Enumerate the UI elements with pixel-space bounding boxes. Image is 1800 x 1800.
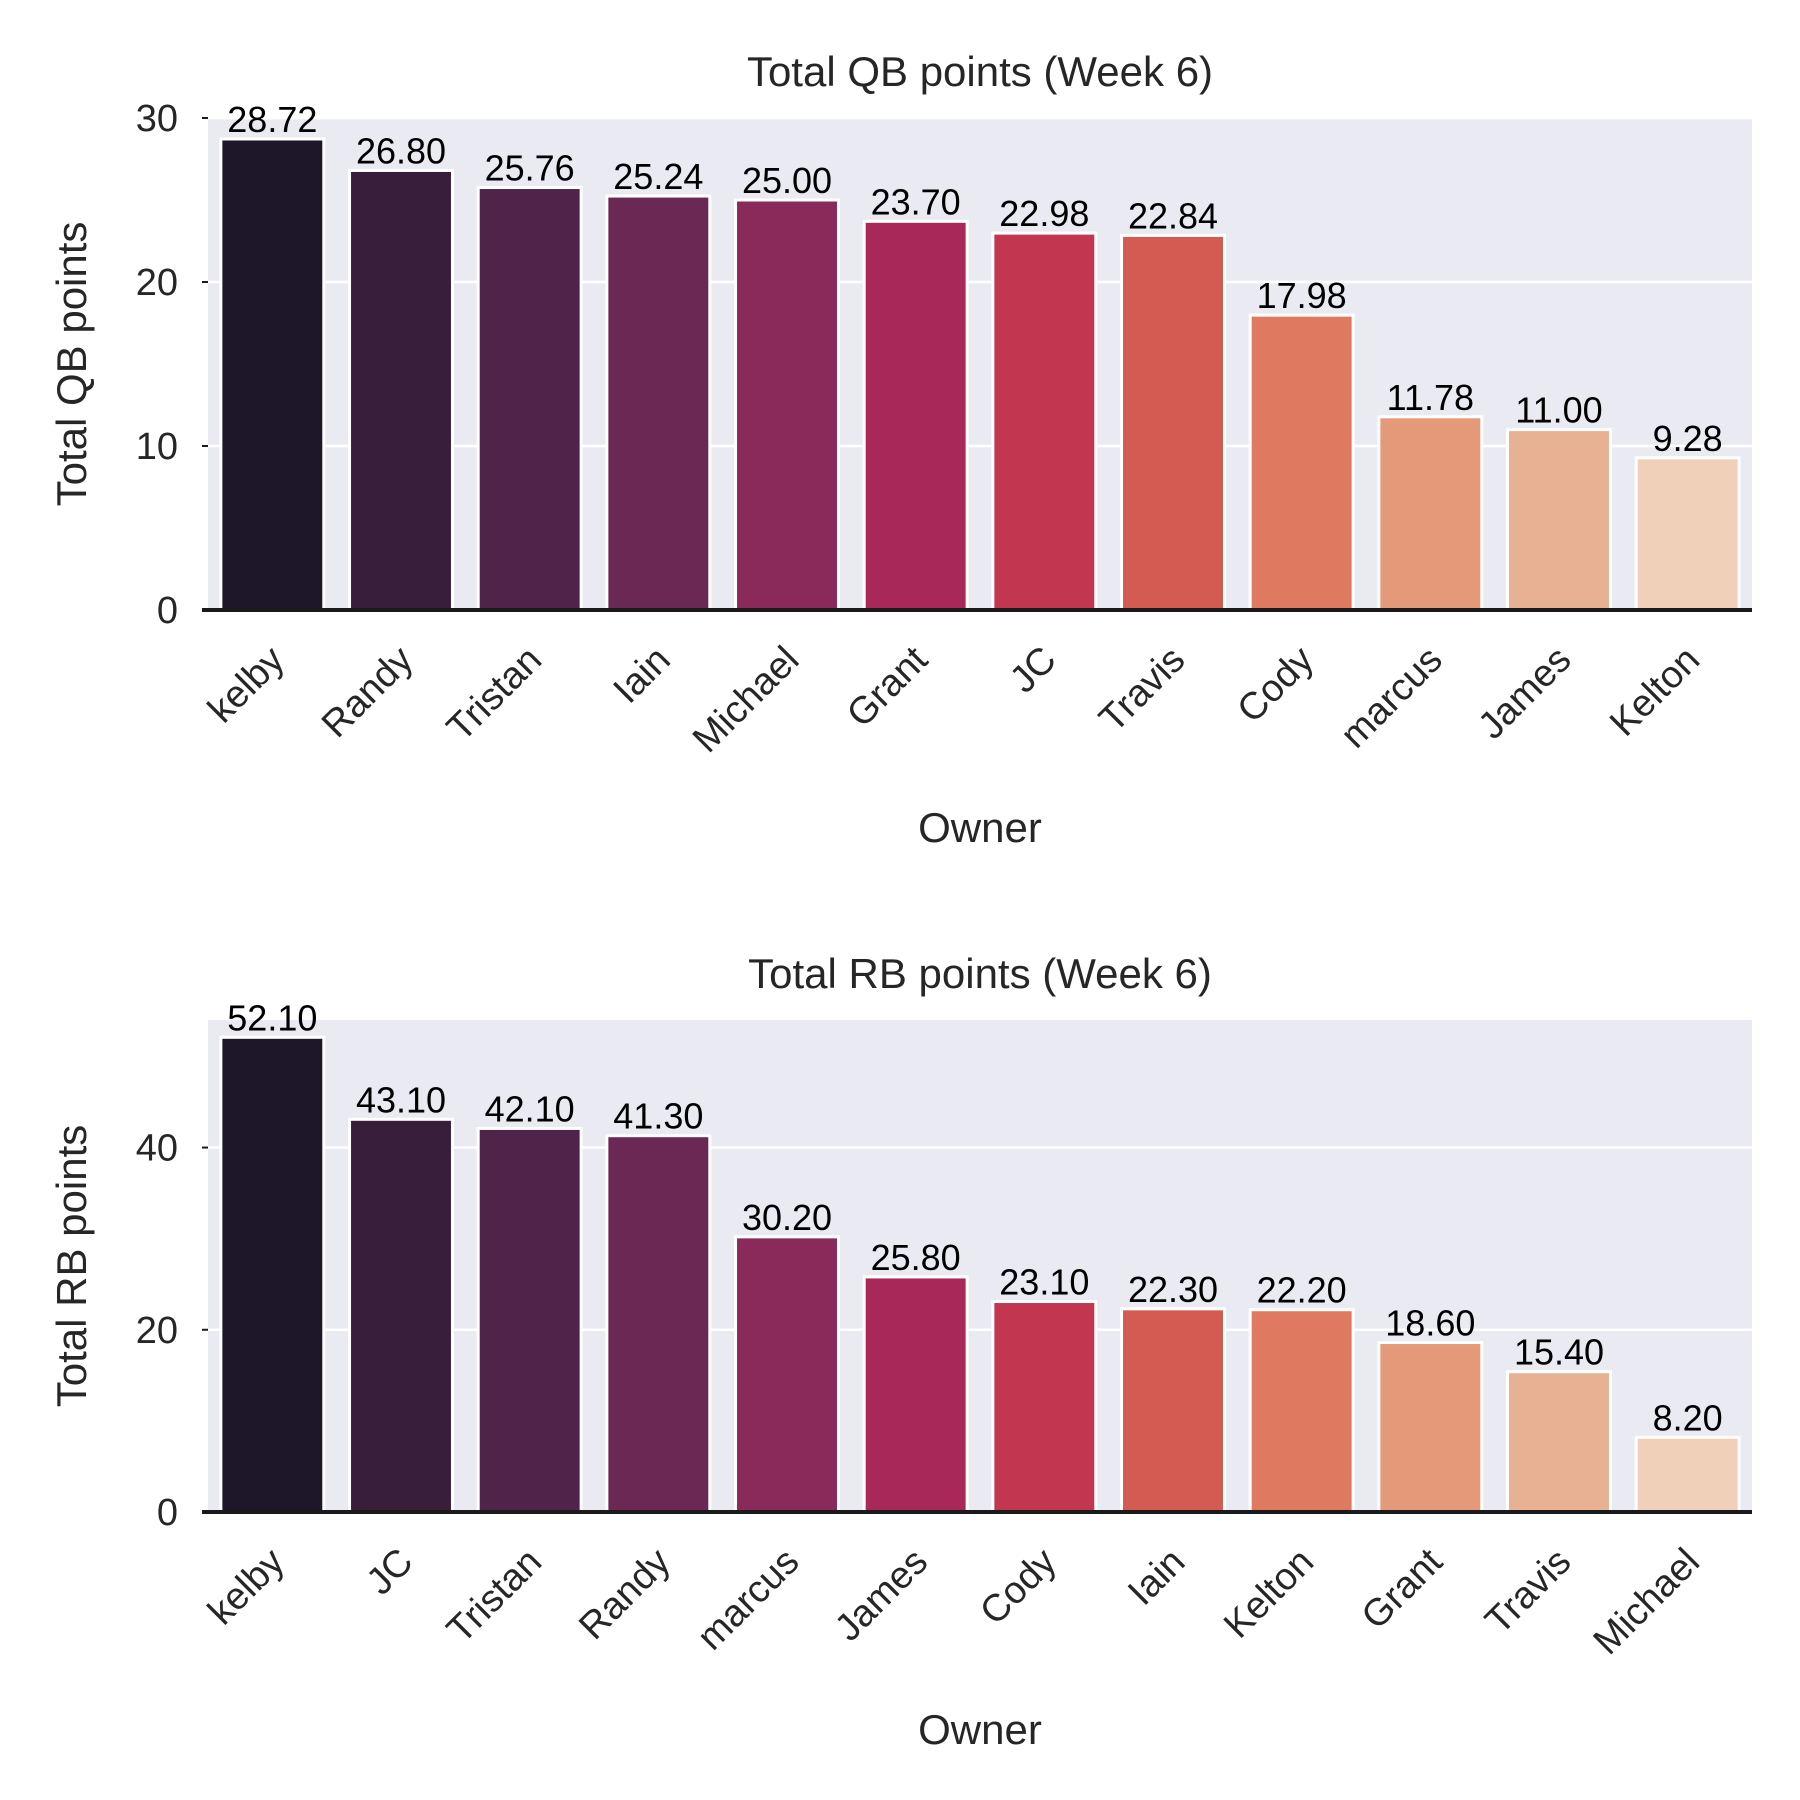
x-tick-label: Travis [1092,639,1194,741]
bar-kelton [1248,1308,1355,1514]
x-tick-label: kelby [200,1541,292,1633]
x-tick-label: James [827,1541,936,1650]
y-axis-label: Total RB points [48,1125,95,1407]
bar-value-label: 26.80 [356,130,446,171]
bar-michael [1634,1435,1741,1514]
bar-randy [348,168,454,612]
x-tick-label: Cody [972,1541,1064,1633]
bar-value-label: 9.28 [1653,418,1723,459]
bar-kelby [219,137,326,612]
x-tick-label: Travis [1478,1541,1580,1643]
y-tick-label: 10 [136,426,178,468]
x-tick-label: marcus [1333,639,1451,757]
bar-value-label: 30.20 [742,1197,832,1238]
x-tick-label: Iain [1120,1541,1193,1614]
bar-marcus [1377,415,1484,612]
bar-value-label: 28.72 [227,99,317,140]
x-tick-label: JC [359,1541,422,1604]
bar-randy [605,1134,712,1514]
x-axis-label: Owner [918,1706,1042,1753]
y-tick-label: 0 [157,590,178,632]
bar-value-label: 25.24 [613,156,703,197]
chart-title: Total RB points (Week 6) [748,950,1212,997]
bar-cody [1248,313,1355,612]
bar-value-label: 22.84 [1128,195,1218,236]
bar-value-label: 25.00 [742,160,832,201]
y-axis-label: Total QB points [48,222,95,507]
chart-title: Total QB points (Week 6) [747,48,1213,95]
bar-iain [605,194,712,612]
x-tick-label: Tristan [439,639,550,750]
x-tick-label: Kelton [1216,1541,1322,1647]
y-tick-label: 20 [136,262,178,304]
x-tick-label: Kelton [1602,639,1708,745]
y-tick-label: 0 [157,1492,178,1534]
bar-michael [734,198,840,612]
bar-value-label: 15.40 [1514,1332,1604,1373]
bar-value-label: 22.98 [999,193,1089,234]
bar-james [862,1275,969,1514]
bar-value-label: 18.60 [1385,1303,1475,1344]
bar-cody [991,1300,1098,1514]
x-tick-label: JC [1002,639,1065,702]
bar-value-label: 17.98 [1257,275,1347,316]
x-tick-label: Michael [685,639,807,761]
bar-grant [862,219,969,612]
bar-value-label: 22.30 [1128,1269,1218,1310]
bar-value-label: 41.30 [613,1096,703,1137]
bar-value-label: 23.70 [871,181,961,222]
x-tick-label: Randy [571,1541,678,1648]
bar-kelby [219,1035,326,1514]
bar-value-label: 11.00 [1515,390,1602,431]
y-tick-label: 40 [136,1128,178,1170]
bar-james [1506,428,1612,612]
bar-grant [1377,1341,1484,1514]
bar-value-label: 43.10 [356,1079,446,1120]
x-tick-label: Cody [1230,639,1322,731]
x-tick-label: marcus [690,1541,808,1659]
bar-tristan [476,186,583,612]
y-tick-label: 20 [136,1310,178,1352]
x-tick-label: Randy [314,639,421,746]
bar-value-label: 25.80 [871,1237,961,1278]
chart-panel-2: 0 20 40 52.10 kelby 43.10 JC 42.10 Tristan 41.30 R… [48,950,1752,1753]
x-tick-label: James [1471,639,1580,748]
bar-iain [1120,1307,1226,1514]
bar-value-label: 42.10 [485,1088,575,1129]
bar-jc [348,1117,454,1514]
bar-value-label: 22.20 [1257,1270,1347,1311]
bar-tristan [476,1126,583,1514]
x-tick-label: kelby [200,639,292,731]
bar-value-label: 23.10 [999,1262,1089,1303]
plot-background [208,1020,1752,1512]
bar-travis [1506,1370,1612,1514]
x-tick-label: Michael [1586,1541,1708,1663]
bar-value-label: 52.10 [227,997,317,1038]
plot-background [208,118,1752,610]
bar-value-label: 25.76 [485,148,575,189]
bar-value-label: 11.78 [1387,377,1474,418]
x-tick-label: Grant [839,638,936,735]
x-tick-label: Tristan [439,1541,550,1652]
y-tick-label: 30 [136,98,178,140]
bar-jc [991,231,1098,612]
bar-kelton [1634,456,1741,612]
bar-marcus [734,1235,840,1514]
bar-value-label: 8.20 [1653,1397,1723,1438]
x-tick-label: Grant [1354,1540,1451,1637]
x-tick-label: Iain [606,639,679,712]
x-axis-label: Owner [918,804,1042,851]
chart-panel-1: 0 10 20 30 28.72 kelby 26.80 Randy 25.76 Tristan 2… [48,48,1752,851]
bar-travis [1120,233,1226,612]
